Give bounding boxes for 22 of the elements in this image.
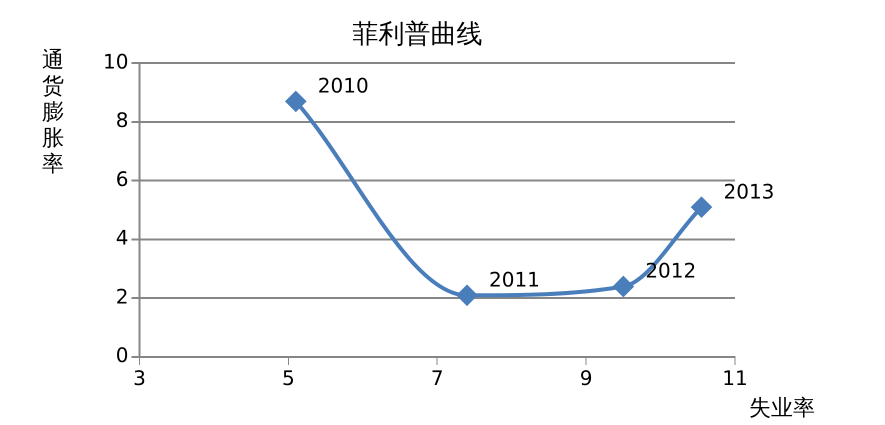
- x-tick-label: 9: [580, 366, 592, 390]
- chart-title: 菲利普曲线: [352, 19, 482, 50]
- y-tick-label: 4: [116, 226, 128, 250]
- annotation: 2013: [724, 179, 774, 204]
- point: [613, 276, 634, 296]
- x-tick-label: 3: [133, 366, 146, 390]
- annotation: 2012: [645, 258, 696, 283]
- y-axis-title: 通货膨胀率: [41, 48, 65, 178]
- y-tick-label: 2: [116, 284, 128, 308]
- y-tick-label: 6: [116, 166, 128, 191]
- point: [286, 91, 306, 112]
- point: [692, 197, 712, 218]
- y-tick-label: 10: [102, 49, 128, 74]
- x-axis-title: 失业率: [749, 395, 815, 423]
- x-tick-label: 5: [282, 366, 295, 390]
- x-tick-label: 11: [722, 366, 748, 390]
- annotation: 2010: [318, 74, 369, 98]
- y-tick-label: 0: [116, 343, 128, 368]
- annotation: 2011: [489, 268, 540, 292]
- point: [457, 285, 477, 306]
- y-tick-label: 8: [116, 108, 128, 132]
- x-tick-label: 7: [430, 366, 444, 390]
